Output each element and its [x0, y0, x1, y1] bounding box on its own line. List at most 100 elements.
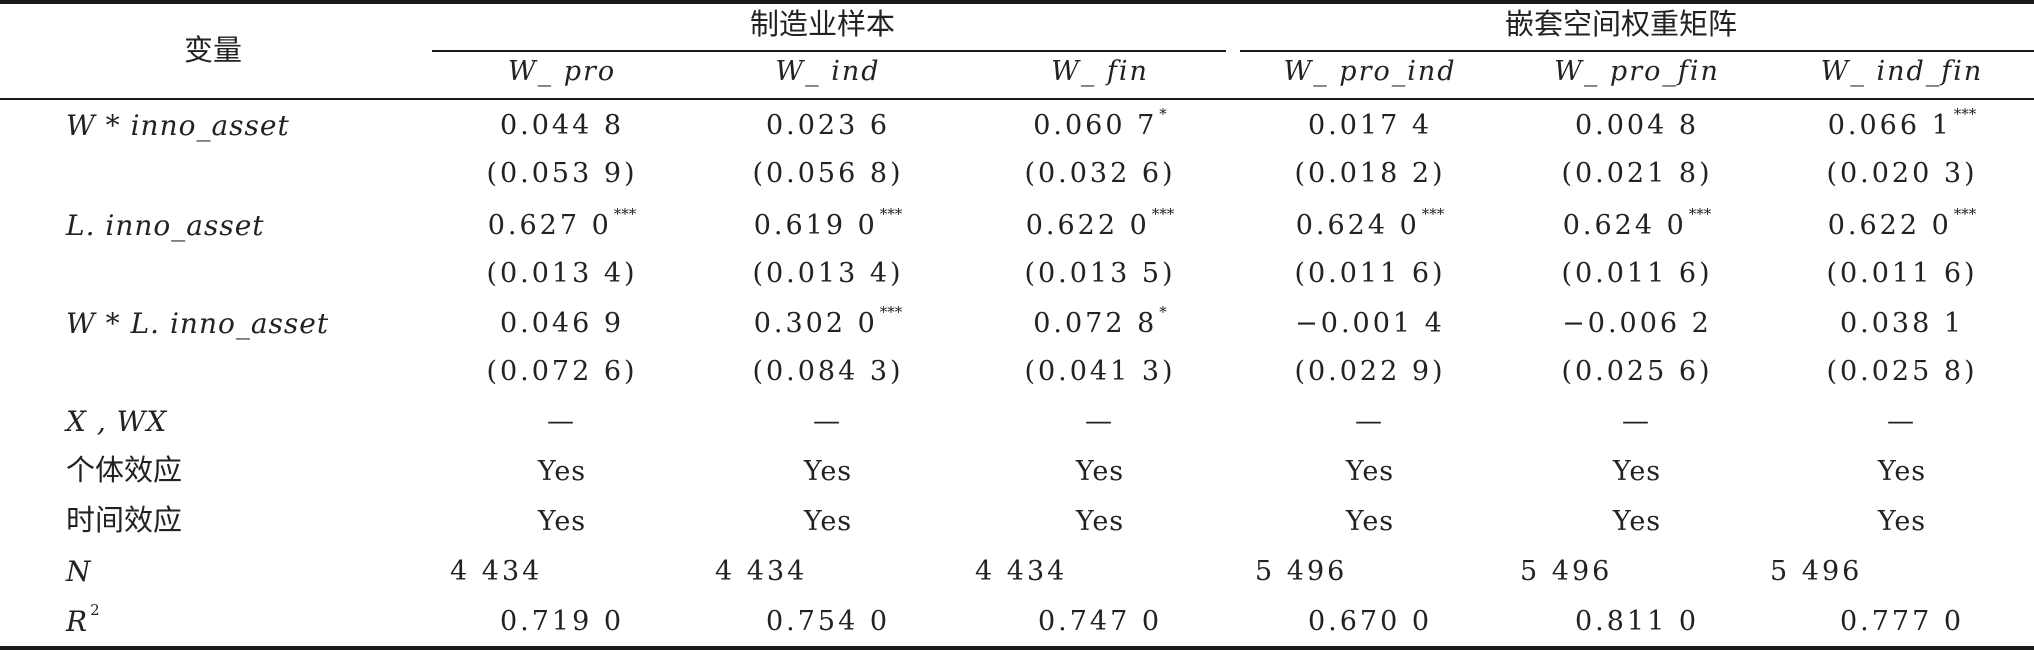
- cell-value: 0.754 0: [765, 606, 891, 637]
- row-label-text: R: [66, 605, 89, 638]
- table-cell: —: [1355, 408, 1385, 435]
- column-header-6: W_ ind_fin: [1820, 56, 1984, 87]
- cell-value: (0.056 8): [752, 158, 904, 189]
- table-cell: 4 434: [975, 558, 1067, 585]
- significance-stars: ***: [879, 205, 903, 223]
- cell-value: Yes: [537, 506, 587, 537]
- table-cell: Yes: [538, 458, 586, 485]
- table-cell: Yes: [1346, 508, 1394, 535]
- table-cell: 0.038 1: [1840, 310, 1964, 337]
- table-cell: (0.053 9): [486, 160, 637, 187]
- table-cell: (0.022 9): [1294, 358, 1445, 385]
- cell-value: 0.302 0: [753, 308, 878, 339]
- cell-value: (0.020 3): [1826, 158, 1978, 189]
- row-label-text: L. inno_asset: [66, 209, 265, 242]
- table-cell: Yes: [804, 508, 852, 535]
- cell-value: 0.072 8: [1033, 308, 1158, 339]
- variable-header: 变量: [184, 33, 243, 67]
- cell-value: (0.013 4): [486, 258, 638, 289]
- group-header-manufacturing: 制造业样本: [750, 7, 896, 41]
- table-cell: 0.777 0: [1840, 608, 1964, 635]
- cell-value: Yes: [1075, 456, 1125, 487]
- table-cell: —: [1085, 408, 1115, 435]
- cell-value: 0.811 0: [1574, 606, 1700, 637]
- cell-value: 0.046 9: [499, 308, 625, 339]
- cell-value: 4 434: [450, 556, 543, 587]
- cell-value: (0.084 3): [752, 356, 904, 387]
- cell-value: (0.018 2): [1294, 158, 1446, 189]
- table-cell: Yes: [804, 458, 852, 485]
- group2-underline: [1240, 50, 2034, 52]
- table-cell: Yes: [1076, 508, 1124, 535]
- significance-stars: ***: [1688, 205, 1712, 223]
- significance-stars: ***: [1953, 205, 1977, 223]
- table-cell: −0.006 2: [1562, 310, 1712, 337]
- row-label-0: W * inno_asset: [66, 112, 290, 140]
- cell-value: 5 496: [1255, 556, 1348, 587]
- table-cell: 0.066 1 ***: [1827, 107, 1977, 141]
- row-label-4: W * L. inno_asset: [66, 310, 329, 338]
- table-cell: 0.719 0: [500, 608, 624, 635]
- table-cell: 0.023 6: [766, 112, 890, 139]
- table-cell: (0.018 2): [1294, 160, 1445, 187]
- cell-value: —: [547, 406, 577, 437]
- cell-value: 5 496: [1520, 556, 1613, 587]
- table-cell: Yes: [1346, 458, 1394, 485]
- table-cell: Yes: [1076, 458, 1124, 485]
- cell-value: 0.023 6: [765, 110, 891, 141]
- table-cell: (0.032 6): [1024, 160, 1175, 187]
- cell-value: 0.017 4: [1307, 110, 1433, 141]
- row-label-7: 个体效应: [66, 456, 182, 485]
- cell-value: 0.619 0: [753, 210, 878, 241]
- cell-value: —: [1887, 406, 1917, 437]
- cell-value: Yes: [537, 456, 587, 487]
- table-cell: (0.011 6): [1561, 260, 1712, 287]
- column-header-2: W_ ind: [775, 56, 881, 87]
- cell-value: —: [1085, 406, 1115, 437]
- cell-value: (0.011 6): [1294, 258, 1446, 289]
- row-label-2: L. inno_asset: [66, 212, 265, 240]
- table-cell: (0.020 3): [1826, 160, 1977, 187]
- row-label-superscript: 2: [90, 601, 100, 619]
- table-cell: 5 496: [1770, 558, 1862, 585]
- significance-stars: ***: [1421, 205, 1445, 223]
- cell-value: 0.777 0: [1839, 606, 1965, 637]
- significance-stars: ***: [1953, 105, 1977, 123]
- cell-value: 0.044 8: [499, 110, 625, 141]
- table-cell: —: [1887, 408, 1917, 435]
- cell-value: Yes: [1612, 506, 1662, 537]
- table-cell: 0.072 8 *: [1033, 305, 1167, 339]
- cell-value: 0.060 7: [1033, 110, 1158, 141]
- cell-value: (0.025 8): [1826, 356, 1978, 387]
- table-cell: 4 434: [715, 558, 807, 585]
- table-cell: (0.013 4): [752, 260, 903, 287]
- table-cell: (0.041 3): [1024, 358, 1175, 385]
- cell-value: (0.013 4): [752, 258, 904, 289]
- cell-value: (0.072 6): [486, 356, 638, 387]
- table-cell: (0.025 6): [1561, 358, 1712, 385]
- cell-value: (0.011 6): [1826, 258, 1978, 289]
- table-cell: 0.046 9: [500, 310, 624, 337]
- table-cell: 0.624 0 ***: [1562, 207, 1712, 241]
- cell-value: 0.066 1: [1827, 110, 1952, 141]
- cell-value: 0.622 0: [1827, 210, 1952, 241]
- cell-value: (0.021 8): [1561, 158, 1713, 189]
- table-cell: 0.302 0 ***: [753, 305, 903, 339]
- top-rule: [0, 0, 2034, 4]
- table-cell: 5 496: [1255, 558, 1347, 585]
- cell-value: 0.747 0: [1037, 606, 1163, 637]
- table-cell: 0.044 8: [500, 112, 624, 139]
- table-cell: —: [813, 408, 843, 435]
- cell-value: (0.013 5): [1024, 258, 1176, 289]
- cell-value: Yes: [1877, 456, 1927, 487]
- header-rule: [0, 98, 2034, 100]
- cell-value: —: [813, 406, 843, 437]
- row-label-text: X , WX: [66, 405, 168, 438]
- cell-value: 5 496: [1770, 556, 1863, 587]
- cell-value: 0.624 0: [1562, 210, 1687, 241]
- cell-value: Yes: [1345, 456, 1395, 487]
- table-cell: 0.670 0: [1308, 608, 1432, 635]
- cell-value: (0.041 3): [1024, 356, 1176, 387]
- cell-value: 0.719 0: [499, 606, 625, 637]
